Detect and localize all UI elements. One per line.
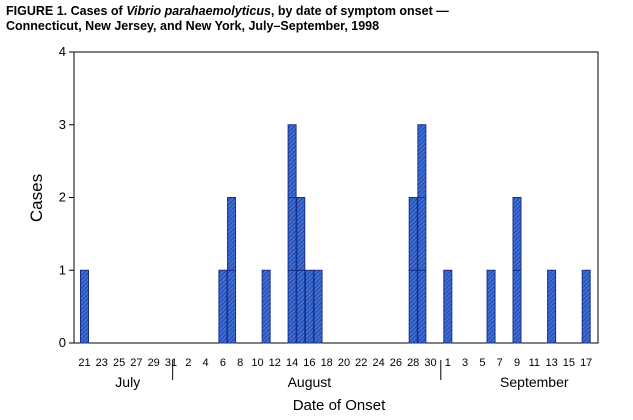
x-tick-label: 22	[355, 357, 367, 369]
bar-segment	[417, 269, 427, 344]
month-label: September	[500, 374, 569, 390]
y-axis-title: Cases	[27, 174, 46, 222]
bar-segment	[417, 197, 427, 271]
x-axis-title: Date of Onset	[293, 397, 386, 414]
bar-segment	[408, 269, 418, 344]
title-suffix: , by date of symptom onset —	[270, 4, 449, 18]
y-tick-label: 1	[59, 262, 66, 277]
bar-segment	[512, 197, 522, 271]
figure-title: FIGURE 1. Cases of Vibrio parahaemolytic…	[6, 4, 631, 34]
title-line-2: Connecticut, New Jersey, and New York, J…	[6, 19, 380, 33]
x-tick-label: 13	[545, 357, 557, 369]
x-tick-label: 25	[113, 357, 125, 369]
x-tick-label: 2	[185, 357, 191, 369]
bar-segment	[227, 269, 237, 344]
x-tick-label: 10	[251, 357, 263, 369]
x-tick-label: 5	[479, 357, 485, 369]
bar-segment	[287, 269, 297, 344]
x-tick-label: 27	[130, 357, 142, 369]
bar-segment	[417, 124, 427, 198]
x-tick-label: 14	[286, 357, 298, 369]
bar-segment	[296, 197, 306, 271]
title-organism: Vibrio parahaemolyticus	[126, 4, 271, 18]
bar-segment	[408, 197, 418, 271]
bar-segment	[581, 269, 591, 344]
y-tick-label: 2	[59, 190, 66, 205]
x-tick-label: 15	[563, 357, 575, 369]
x-tick-label: 9	[514, 357, 520, 369]
bar-segment	[486, 269, 496, 344]
y-tick-label: 3	[59, 117, 66, 132]
x-tick-label: 18	[321, 357, 333, 369]
x-tick-label: 7	[497, 357, 503, 369]
x-tick-label: 21	[78, 357, 90, 369]
title-prefix: FIGURE 1. Cases of	[6, 4, 127, 18]
x-tick-label: 17	[580, 357, 592, 369]
x-tick-label: 8	[237, 357, 243, 369]
x-tick-label: 3	[462, 357, 468, 369]
bar-segment	[227, 197, 237, 271]
x-tick-label: 20	[338, 357, 350, 369]
bar-segment	[512, 269, 522, 344]
bar-segment	[304, 269, 314, 344]
y-tick-label: 0	[59, 335, 66, 350]
x-tick-label: 16	[303, 357, 315, 369]
bar-segment	[218, 269, 228, 344]
x-tick-label: 29	[148, 357, 160, 369]
bar-segment	[443, 269, 453, 344]
bar-segment	[296, 269, 306, 344]
x-tick-label: 31	[165, 357, 177, 369]
bar-segment	[80, 269, 89, 344]
bar-segment	[287, 124, 297, 198]
bar-segment	[547, 269, 557, 344]
x-tick-label: 12	[269, 357, 281, 369]
x-tick-label: 26	[390, 357, 402, 369]
bar-segment	[261, 269, 271, 344]
x-tick-label: 28	[407, 357, 419, 369]
x-tick-label: 11	[529, 357, 540, 369]
bar-segment	[313, 269, 323, 344]
x-tick-label: 24	[372, 357, 384, 369]
y-tick-label: 4	[59, 44, 66, 59]
month-label: August	[288, 374, 332, 390]
x-tick-label: 1	[445, 357, 451, 369]
x-tick-label: 30	[424, 357, 436, 369]
x-tick-label: 23	[96, 357, 108, 369]
x-tick-label: 4	[203, 357, 209, 369]
x-tick-label: 6	[220, 357, 226, 369]
bar-segment	[287, 197, 297, 271]
month-label: July	[115, 374, 140, 390]
